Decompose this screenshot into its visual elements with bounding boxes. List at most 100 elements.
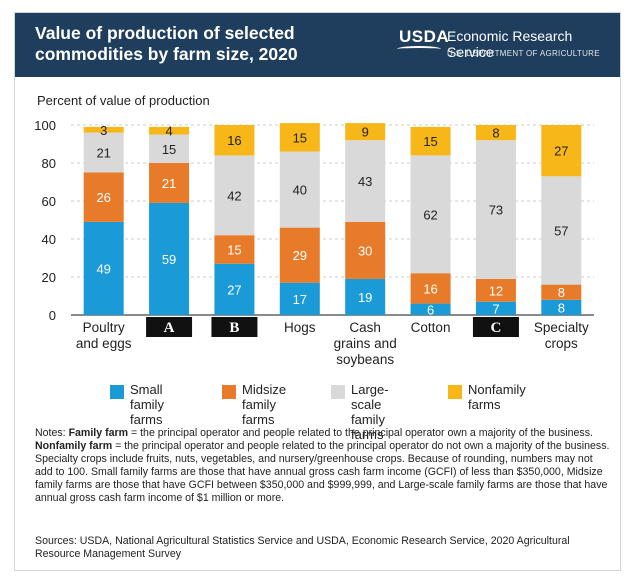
notes-text: Notes: Family farm = the principal opera… [35,427,610,505]
bar-segment-2-3 [214,125,255,156]
x-tick-label-7-1: crops [545,336,578,351]
bar-segment-1-3 [149,126,190,135]
data-label-3-0: 17 [293,292,307,307]
bar-segment-3-1 [279,227,320,283]
notes-prefix: Notes: [35,427,69,439]
bar-segment-2-0 [214,263,255,315]
x-tick-label-4-0: Cash [349,320,381,335]
bar-segment-5-3 [410,126,451,156]
bar-segment-1-1 [149,163,190,203]
data-label-7-0: 8 [558,300,565,315]
legend-label-3: Nonfamily farms [468,382,526,412]
data-label-6-1: 12 [489,283,503,298]
data-label-7-2: 57 [554,223,568,238]
data-label-5-0: 6 [427,302,434,317]
header-banner: Value of production of selected commodit… [15,13,620,77]
y-tick-label-100: 100 [34,118,56,133]
data-label-5-3: 15 [423,134,437,149]
bar-segment-1-0 [149,202,190,315]
bar-segment-0-1 [83,172,124,222]
data-label-0-3: 3 [100,123,107,138]
bar-segment-4-3 [345,123,386,141]
org-name: Economic Research Service [447,28,573,60]
sources-text: Sources: USDA, National Agricultural Sta… [35,535,570,560]
y-tick-label-60: 60 [42,194,56,209]
data-label-3-3: 15 [293,130,307,145]
x-tick-label-7-0: Specialty [534,320,589,335]
data-label-7-1: 8 [558,285,565,300]
legend-label-1: Midsize family farms [242,382,287,427]
y-axis-label: Percent of value of production [37,93,210,108]
nonfamily-farm-term: Nonfamily farm [35,440,113,452]
masked-label-box-2 [211,317,258,337]
masked-label-box-6 [472,317,519,337]
bar-segment-0-0 [83,221,124,315]
legend-swatch-3 [448,385,462,399]
notes-rest: = the principal operator and people rela… [35,440,610,504]
data-label-6-3: 8 [492,126,499,141]
bar-segment-7-2 [541,176,582,285]
bar-segment-7-0 [541,299,582,315]
bar-segment-4-1 [345,221,386,279]
chart-title: Value of production of selected commodit… [35,23,298,64]
data-label-4-2: 43 [358,174,372,189]
legend-swatch-0 [110,385,124,399]
bar-segment-6-2 [475,140,516,279]
data-label-7-3: 27 [554,144,568,159]
data-label-1-1: 21 [162,176,176,191]
data-label-2-0: 27 [227,282,241,297]
data-label-5-1: 16 [423,281,437,296]
x-tick-label-3-0: Hogs [284,320,316,335]
data-label-3-1: 29 [293,248,307,263]
bar-segment-4-2 [345,140,386,222]
bar-segment-6-0 [475,301,516,315]
x-tick-label-2: B [229,320,239,336]
bar-segment-4-0 [345,278,386,315]
data-label-1-0: 59 [162,252,176,267]
legend-label-2: Large-scale family farms [351,382,389,442]
x-tick-label-6: C [491,320,502,336]
bar-segment-0-2 [83,132,124,173]
bar-segment-2-2 [214,155,255,236]
data-label-5-2: 62 [423,207,437,222]
x-tick-label-0-0: Poultry [83,320,125,335]
dept-name: U.S. DEPARTMENT OF AGRICULTURE [447,49,600,58]
data-label-4-1: 30 [358,243,372,258]
bar-segment-7-1 [541,284,582,300]
bar-segment-6-1 [475,278,516,302]
x-tick-label-1: A [164,320,175,336]
data-label-2-2: 42 [227,188,241,203]
usda-swoosh-icon [397,46,441,52]
bar-segment-5-2 [410,155,451,274]
usda-logo: USDA [399,27,450,46]
y-tick-label-20: 20 [42,270,56,285]
y-tick-label-40: 40 [42,232,56,247]
data-label-0-1: 26 [96,190,110,205]
x-tick-label-5-0: Cotton [411,320,451,335]
bar-segment-5-0 [410,303,451,315]
bar-segment-6-3 [475,125,516,141]
bar-segment-3-2 [279,151,320,228]
data-label-1-3: 4 [165,124,172,139]
data-label-2-1: 15 [227,242,241,257]
data-label-2-3: 16 [227,133,241,148]
bar-segment-1-2 [149,134,190,163]
data-label-4-0: 19 [358,290,372,305]
y-tick-label-80: 80 [42,156,56,171]
legend-swatch-1 [222,385,236,399]
bar-segment-2-1 [214,235,255,264]
x-tick-label-4-1: grains and [334,336,397,351]
y-tick-label-0: 0 [49,308,56,323]
x-tick-label-4-2: soybeans [336,352,394,367]
data-label-6-0: 7 [492,301,499,316]
bar-segment-7-3 [541,125,582,177]
bar-segment-3-3 [279,123,320,152]
data-label-1-2: 15 [162,142,176,157]
legend-swatch-2 [331,385,345,399]
bar-segment-5-1 [410,273,451,304]
data-label-0-2: 21 [96,146,110,161]
x-tick-label-0-1: and eggs [76,336,132,351]
family-farm-term: Family farm [68,427,129,439]
data-label-4-3: 9 [362,125,369,140]
bar-segment-3-0 [279,282,320,315]
